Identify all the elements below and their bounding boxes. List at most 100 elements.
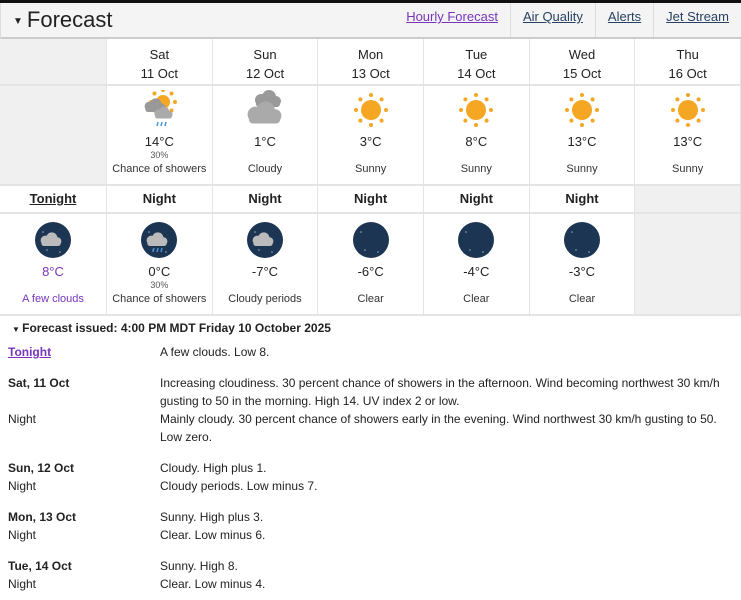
detail-period: Night — [8, 412, 37, 426]
detail-text: Clear. Low minus 6. — [160, 528, 266, 542]
detail-period: Mon, 13 Oct — [8, 510, 77, 524]
day-headers: Sat 11 Oct Sun 12 Oct Mon 13 Oct Tue 14 Oct Wed 1… — [0, 39, 741, 86]
detail-text: Sunny. High plus 3. — [160, 510, 264, 524]
precip-chance — [424, 149, 529, 162]
detail-period: Night — [8, 577, 37, 591]
sunny-icon — [635, 90, 740, 130]
forecast-header: ▼ Forecast Hourly Forecast Air Quality Al… — [0, 3, 741, 39]
moon-clear-icon — [530, 220, 635, 260]
night-header: Night — [212, 186, 319, 214]
detail-text: A few clouds. Low 8. — [160, 345, 270, 359]
high-temp: 13°C — [567, 134, 597, 149]
night-forecast: 8°C A few clouds — [0, 214, 107, 316]
night-forecast: -4°C Clear — [423, 214, 530, 316]
night-header: Night — [107, 186, 213, 214]
sunny-icon — [530, 90, 635, 130]
issued-text: Forecast issued: 4:00 PM MDT Friday 10 O… — [22, 321, 331, 335]
low-temp: 0°C — [148, 264, 171, 279]
alerts-link[interactable]: Alerts — [594, 3, 653, 37]
day-date: 11 Oct — [140, 66, 178, 81]
day-header: Mon 13 Oct — [318, 39, 424, 86]
low-temp: -4°C — [463, 264, 490, 279]
caret-down-icon: ▼ — [12, 325, 23, 334]
day-forecast: 14°C 30% Chance of showers — [107, 86, 213, 186]
high-temp: 1°C — [254, 134, 276, 149]
detail-period: Night — [8, 479, 37, 493]
day-forecast: 13°C Sunny — [529, 86, 636, 186]
day-date: 14 Oct — [457, 66, 496, 81]
day-name: Mon — [358, 47, 384, 62]
night-forecasts: 8°C A few clouds 0°C 30% Chance of showers -7… — [0, 214, 741, 316]
condition: Clear — [463, 293, 490, 305]
day-forecast: 3°C Sunny — [318, 86, 424, 186]
moon-cloud-icon — [0, 220, 106, 260]
cloudy-icon — [213, 90, 318, 130]
high-temp: 14°C — [144, 134, 174, 149]
condition: Sunny — [566, 163, 598, 175]
night-forecast: -6°C Clear — [318, 214, 424, 316]
low-temp: -6°C — [357, 264, 384, 279]
tonight-detail-link[interactable]: Tonight — [8, 345, 52, 359]
night-header: Night — [423, 186, 530, 214]
night-forecast: -7°C Cloudy periods — [212, 214, 319, 316]
forecast-issued[interactable]: ▼ Forecast issued: 4:00 PM MDT Friday 10… — [12, 321, 331, 335]
precip-chance — [530, 149, 635, 162]
sunny-icon — [318, 90, 423, 130]
precip-chance — [318, 279, 423, 292]
high-temp: 3°C — [359, 134, 382, 149]
day-name: Sat — [149, 47, 170, 62]
day-forecast: 13°C Sunny — [635, 86, 741, 186]
day-forecast: 1°C Cloudy — [212, 86, 319, 186]
high-temp: 13°C — [673, 134, 703, 149]
day-forecasts: 14°C 30% Chance of showers 1°C Cloudy 3°C Sunn… — [0, 86, 741, 186]
sun-cloud-showers-icon — [107, 90, 212, 130]
condition: A few clouds — [22, 293, 84, 305]
precip-chance: 30% — [150, 280, 169, 290]
condition: Sunny — [460, 163, 492, 175]
blank-cell — [635, 214, 741, 316]
day-name: Thu — [676, 47, 699, 62]
hourly-forecast-link[interactable]: Hourly Forecast — [406, 9, 498, 24]
condition: Chance of showers — [112, 163, 207, 175]
night-header: Night — [529, 186, 636, 214]
day-date: 16 Oct — [668, 66, 707, 81]
blank-cell — [0, 86, 107, 186]
air-quality-link[interactable]: Air Quality — [509, 3, 595, 37]
detail-period: Tue, 14 Oct — [8, 559, 72, 573]
forecast-toggle[interactable]: ▼ Forecast — [13, 7, 113, 33]
tonight-link[interactable]: Tonight — [0, 186, 107, 214]
condition: Sunny — [672, 163, 704, 175]
precip-chance — [530, 279, 635, 292]
day-date: 13 Oct — [351, 66, 390, 81]
precip-chance: 30% — [150, 150, 169, 160]
jet-stream-link[interactable]: Jet Stream — [653, 3, 741, 37]
day-forecast: 8°C Sunny — [423, 86, 530, 186]
day-date: 15 Oct — [562, 66, 602, 81]
day-name: Sun — [253, 47, 277, 62]
moon-clear-icon — [318, 220, 423, 260]
night-header: Night — [318, 186, 424, 214]
precip-chance — [0, 279, 106, 292]
low-temp: 8°C — [42, 264, 64, 279]
day-header: Sat 11 Oct — [107, 39, 213, 86]
moon-cloud-icon — [213, 220, 318, 260]
detail-text: Clear. Low minus 4. — [160, 577, 266, 591]
moon-clear-icon — [424, 220, 529, 260]
page-title: Forecast — [26, 7, 113, 32]
detail-text: Mainly cloudy. 30 percent chance of show… — [160, 412, 717, 444]
day-header: Thu 16 Oct — [635, 39, 741, 86]
night-headers: Tonight Night Night Night Night Night — [0, 186, 741, 214]
condition: Cloudy — [247, 163, 283, 175]
detail-text: Cloudy. High plus 1. — [160, 461, 267, 475]
night-forecast: 0°C 30% Chance of showers — [107, 214, 213, 316]
detail-text: Sunny. High 8. — [160, 559, 238, 573]
day-header: Tue 14 Oct — [423, 39, 530, 86]
day-name: Tue — [465, 47, 488, 62]
precip-chance — [635, 149, 740, 162]
precip-chance — [318, 149, 423, 162]
caret-down-icon: ▼ — [13, 15, 23, 27]
night-forecast: -3°C Clear — [529, 214, 636, 316]
day-name: Wed — [568, 47, 596, 62]
low-temp: -7°C — [251, 264, 279, 279]
blank-cell — [635, 186, 741, 214]
